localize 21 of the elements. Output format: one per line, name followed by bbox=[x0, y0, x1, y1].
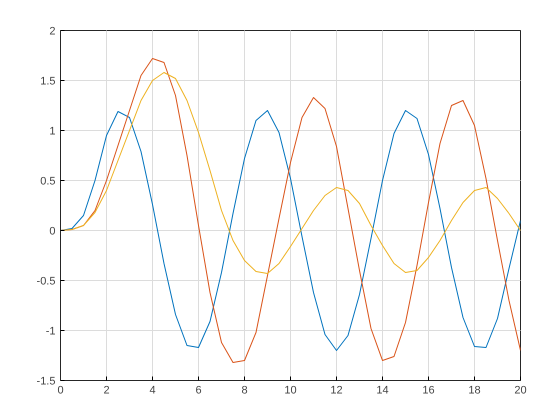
y-tick-label: 0.5 bbox=[40, 176, 56, 188]
x-tick-label: 2 bbox=[103, 384, 110, 396]
x-tick-label: 6 bbox=[195, 384, 202, 396]
y-tick-label: 1 bbox=[49, 126, 56, 138]
y-tick-label: 2 bbox=[49, 26, 56, 38]
y-tick-label: 1.5 bbox=[40, 76, 56, 88]
x-tick-label: 16 bbox=[422, 384, 435, 396]
x-tick-label: 10 bbox=[284, 384, 297, 396]
x-tick-label: 12 bbox=[330, 384, 343, 396]
x-tick-label: 14 bbox=[376, 384, 389, 396]
line-series bbox=[60, 72, 520, 274]
x-tick-label: 0 bbox=[57, 384, 64, 396]
x-tick-label: 20 bbox=[514, 384, 527, 396]
y-tick-label: 0 bbox=[49, 226, 56, 238]
x-tick-label: 4 bbox=[149, 384, 156, 396]
line-series bbox=[60, 110, 520, 351]
y-tick-label: -0.5 bbox=[36, 276, 56, 288]
x-tick-label: 8 bbox=[241, 384, 248, 396]
y-tick-label: -1.5 bbox=[36, 376, 56, 388]
x-tick-label: 18 bbox=[468, 384, 481, 396]
y-tick-label: -1 bbox=[46, 326, 56, 338]
